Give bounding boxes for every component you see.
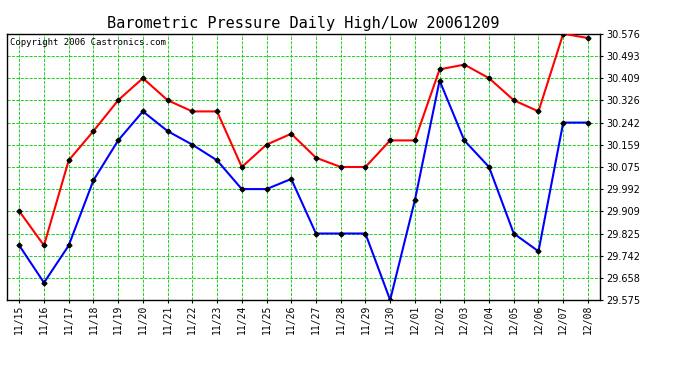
Title: Barometric Pressure Daily High/Low 20061209: Barometric Pressure Daily High/Low 20061…: [108, 16, 500, 31]
Text: Copyright 2006 Castronics.com: Copyright 2006 Castronics.com: [10, 38, 166, 47]
